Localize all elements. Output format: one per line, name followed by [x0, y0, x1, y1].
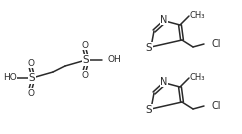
- Text: OH: OH: [108, 55, 122, 64]
- Text: Cl: Cl: [211, 39, 220, 49]
- Text: S: S: [146, 43, 152, 53]
- Text: S: S: [146, 105, 152, 115]
- Text: CH₃: CH₃: [190, 72, 205, 81]
- Text: N: N: [160, 77, 168, 87]
- Text: S: S: [29, 73, 35, 83]
- Text: O: O: [82, 40, 89, 49]
- Text: O: O: [28, 88, 35, 98]
- Text: Cl: Cl: [211, 101, 220, 111]
- Text: CH₃: CH₃: [190, 10, 205, 20]
- Text: N: N: [160, 15, 168, 25]
- Text: O: O: [82, 70, 89, 79]
- Text: O: O: [28, 59, 35, 68]
- Text: S: S: [83, 55, 89, 65]
- Text: HO: HO: [3, 74, 17, 83]
